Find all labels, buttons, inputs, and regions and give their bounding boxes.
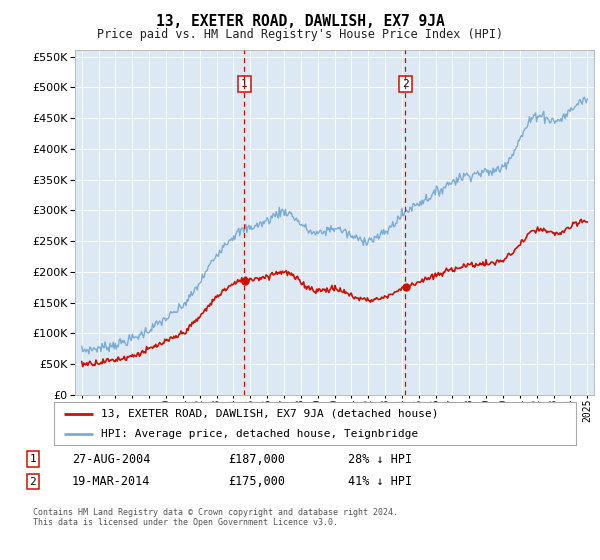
Text: 13, EXETER ROAD, DAWLISH, EX7 9JA (detached house): 13, EXETER ROAD, DAWLISH, EX7 9JA (detac… [101, 409, 439, 419]
Text: 13, EXETER ROAD, DAWLISH, EX7 9JA: 13, EXETER ROAD, DAWLISH, EX7 9JA [155, 14, 445, 29]
Text: 2: 2 [402, 79, 409, 89]
Text: HPI: Average price, detached house, Teignbridge: HPI: Average price, detached house, Teig… [101, 430, 418, 439]
Text: 1: 1 [29, 454, 37, 464]
Text: 27-AUG-2004: 27-AUG-2004 [72, 452, 151, 466]
Text: £175,000: £175,000 [228, 475, 285, 488]
Text: 41% ↓ HPI: 41% ↓ HPI [348, 475, 412, 488]
Text: Price paid vs. HM Land Registry's House Price Index (HPI): Price paid vs. HM Land Registry's House … [97, 28, 503, 41]
Text: Contains HM Land Registry data © Crown copyright and database right 2024.: Contains HM Land Registry data © Crown c… [33, 508, 398, 517]
Text: 1: 1 [241, 79, 248, 89]
Text: This data is licensed under the Open Government Licence v3.0.: This data is licensed under the Open Gov… [33, 518, 338, 527]
Text: 19-MAR-2014: 19-MAR-2014 [72, 475, 151, 488]
Text: 28% ↓ HPI: 28% ↓ HPI [348, 452, 412, 466]
Text: £187,000: £187,000 [228, 452, 285, 466]
Text: 2: 2 [29, 477, 37, 487]
